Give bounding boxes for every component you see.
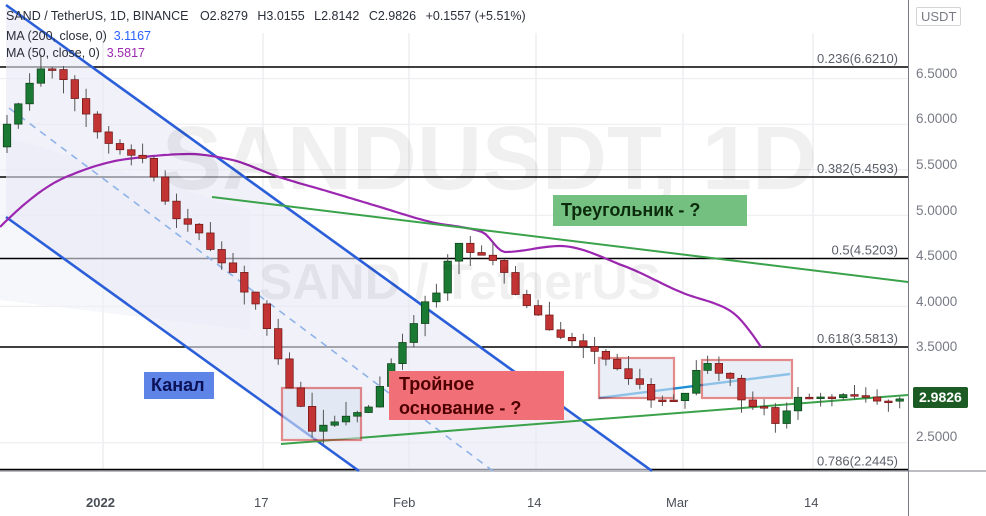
- svg-text:0.382(5.4593): 0.382(5.4593): [817, 161, 898, 176]
- svg-text:0.236(6.6210): 0.236(6.6210): [817, 51, 898, 66]
- svg-text:0.5(4.5203): 0.5(4.5203): [832, 243, 899, 258]
- svg-text:0.786(2.2445): 0.786(2.2445): [817, 454, 898, 469]
- svg-text:0.618(3.5813): 0.618(3.5813): [817, 331, 898, 346]
